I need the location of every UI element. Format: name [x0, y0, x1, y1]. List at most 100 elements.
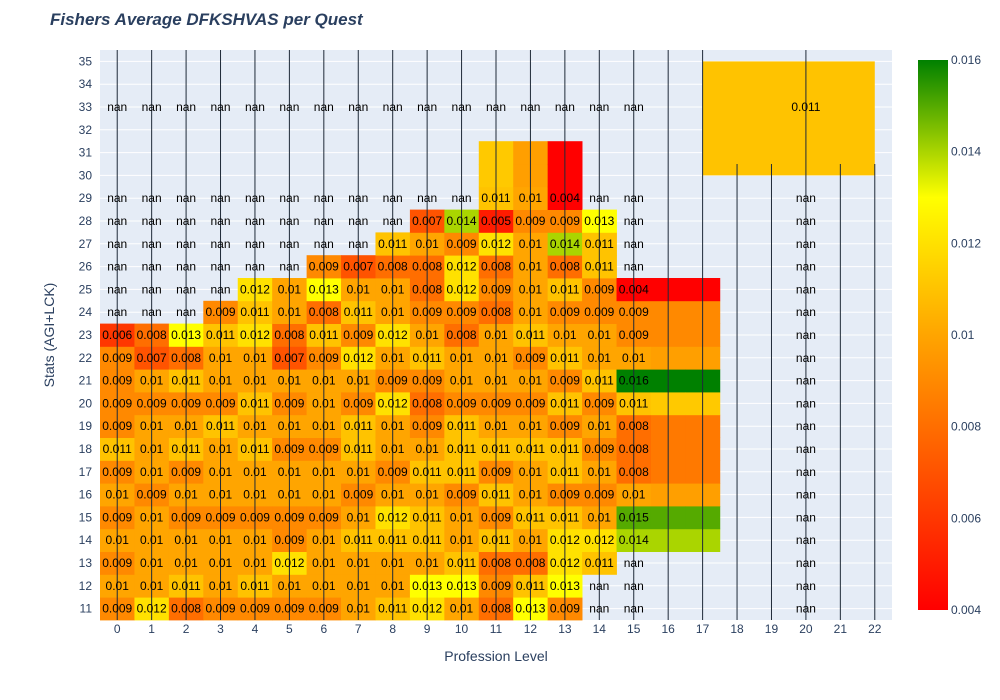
colorbar-tick-0.012: 0.012 — [951, 236, 981, 250]
y-tick-26: 26 — [79, 260, 93, 274]
cell-label-0-20: 0.009 — [102, 396, 132, 410]
cell-label-1-20: 0.009 — [137, 396, 167, 410]
cell-label-3-14: 0.01 — [209, 533, 233, 547]
cell-label-15-26: nan — [624, 260, 644, 274]
cell-label-9-19: 0.009 — [412, 419, 442, 433]
cell-label-8-27: 0.011 — [378, 237, 407, 251]
cell-label-4-15: 0.009 — [240, 510, 270, 524]
cell-label-10-16: 0.009 — [447, 488, 477, 502]
cell-label-13-17: 0.011 — [550, 465, 579, 479]
cell-label-15-21: 0.016 — [619, 374, 649, 388]
cell-label-5-33: nan — [279, 100, 299, 114]
cell-label-5-29: nan — [279, 191, 299, 205]
cell-label-1-15: 0.01 — [140, 510, 164, 524]
cell-label-14-20: 0.009 — [584, 396, 614, 410]
cell-label-5-13: 0.012 — [274, 556, 304, 570]
cell-label-13-29: 0.004 — [550, 191, 580, 205]
cell-label-3-33: nan — [211, 100, 231, 114]
cell-label-5-22: 0.007 — [274, 351, 304, 365]
cell-label-14-13: 0.011 — [585, 556, 614, 570]
cell-label-1-17: 0.01 — [140, 465, 164, 479]
cell-label-15-13: nan — [624, 556, 644, 570]
cell-label-3-23: 0.011 — [206, 328, 235, 342]
cell-label-0-18: 0.011 — [103, 442, 132, 456]
cell-label-13-14: 0.012 — [550, 533, 580, 547]
cell-label-2-22: 0.008 — [171, 351, 201, 365]
y-tick-14: 14 — [79, 533, 93, 547]
cell-label-15-12: nan — [624, 579, 644, 593]
cell-label-15-16: 0.01 — [622, 488, 646, 502]
cell-label-11-11: 0.008 — [481, 602, 511, 616]
x-tick-6: 6 — [320, 622, 327, 636]
cell-label-2-12: 0.011 — [172, 579, 201, 593]
cell-label-1-26: nan — [142, 260, 162, 274]
cell-label-15-24: 0.009 — [619, 305, 649, 319]
cell-label-8-22: 0.01 — [381, 351, 405, 365]
cell-label-0-17: 0.009 — [102, 465, 132, 479]
cell-label-4-25: 0.012 — [240, 282, 270, 296]
cell-label-9-12: 0.013 — [412, 579, 442, 593]
block-label-0: 0.011 — [791, 100, 820, 114]
cell-label-1-12: 0.01 — [140, 579, 164, 593]
cell-label-8-26: 0.008 — [378, 260, 408, 274]
cell-label-6-11: 0.009 — [309, 602, 339, 616]
cell-label-13-26: 0.008 — [550, 260, 580, 274]
cell-label-0-23: 0.006 — [102, 328, 132, 342]
y-tick-27: 27 — [79, 237, 93, 251]
y-tick-25: 25 — [79, 282, 93, 296]
x-tick-7: 7 — [355, 622, 362, 636]
cell-label-1-23: 0.008 — [137, 328, 167, 342]
y-axis-title: Stats (AGI+LCK) — [41, 283, 57, 388]
cell-label-2-25: nan — [176, 282, 196, 296]
cell-label-12-24: 0.01 — [519, 305, 543, 319]
y-tick-31: 31 — [79, 146, 93, 160]
cell-label-11-21: 0.01 — [484, 374, 508, 388]
cell-label-7-12: 0.01 — [347, 579, 371, 593]
cell-label-11-27: 0.012 — [481, 237, 511, 251]
cell-label-13-25: 0.011 — [550, 282, 579, 296]
cell-label-11-13: 0.008 — [481, 556, 511, 570]
cell-label-1-24: nan — [142, 305, 162, 319]
cell-label-20-27: nan — [796, 237, 816, 251]
cell-label-8-13: 0.01 — [381, 556, 405, 570]
cell-label-6-14: 0.01 — [312, 533, 336, 547]
y-tick-15: 15 — [79, 510, 93, 524]
cell-label-6-20: 0.01 — [312, 396, 336, 410]
cell-label-20-17: nan — [796, 465, 816, 479]
cell-label-5-27: nan — [279, 237, 299, 251]
cell-label-7-33: nan — [348, 100, 368, 114]
cell-label-15-18: 0.008 — [619, 442, 649, 456]
cell-label-13-20: 0.011 — [550, 396, 579, 410]
cell-label-9-15: 0.011 — [413, 510, 442, 524]
cell-label-7-20: 0.009 — [343, 396, 373, 410]
cell-label-3-21: 0.01 — [209, 374, 233, 388]
column-lines — [116, 50, 876, 620]
cell-label-7-18: 0.011 — [344, 442, 373, 456]
cell-label-9-29: nan — [417, 191, 437, 205]
cell-label-9-18: 0.01 — [415, 442, 439, 456]
cell-label-6-28: nan — [314, 214, 334, 228]
x-tick-10: 10 — [455, 622, 469, 636]
cell-label-9-22: 0.011 — [413, 351, 442, 365]
y-tick-23: 23 — [79, 328, 93, 342]
x-tick-4: 4 — [252, 622, 259, 636]
cell-label-11-17: 0.009 — [481, 465, 511, 479]
cell-label-14-28: 0.013 — [584, 214, 614, 228]
cell-label-4-26: nan — [245, 260, 265, 274]
cell-label-13-19: 0.009 — [550, 419, 580, 433]
cell-label-20-18: nan — [796, 442, 816, 456]
cell-label-8-16: 0.01 — [381, 488, 405, 502]
cell-label-4-16: 0.01 — [243, 488, 267, 502]
cell-label-8-21: 0.009 — [378, 374, 408, 388]
y-tick-28: 28 — [79, 214, 93, 228]
cell-label-6-16: 0.01 — [312, 488, 336, 502]
cell-label-3-28: nan — [211, 214, 231, 228]
cell-label-10-17: 0.011 — [447, 465, 476, 479]
cell-label-0-15: 0.009 — [102, 510, 132, 524]
cell-label-1-29: nan — [142, 191, 162, 205]
cell-label-11-23: 0.01 — [484, 328, 508, 342]
cell-label-8-23: 0.012 — [378, 328, 408, 342]
cell-label-5-24: 0.01 — [278, 305, 302, 319]
cell-label-1-16: 0.009 — [137, 488, 167, 502]
cell-label-5-21: 0.01 — [278, 374, 302, 388]
